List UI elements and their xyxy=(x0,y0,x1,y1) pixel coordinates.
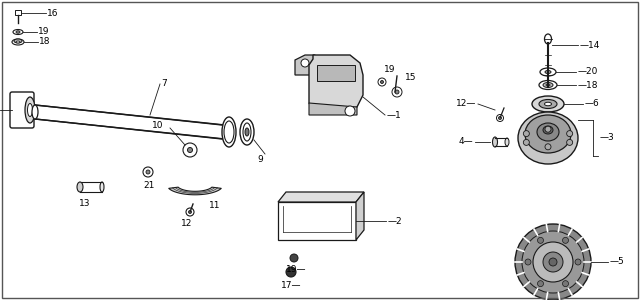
Ellipse shape xyxy=(13,29,23,34)
Polygon shape xyxy=(169,187,221,195)
Text: —14: —14 xyxy=(580,40,600,50)
Ellipse shape xyxy=(77,182,83,192)
Ellipse shape xyxy=(518,112,578,164)
Ellipse shape xyxy=(28,103,33,116)
Circle shape xyxy=(189,211,191,214)
Ellipse shape xyxy=(543,82,553,88)
Text: 17—: 17— xyxy=(281,280,301,290)
Text: 11: 11 xyxy=(209,200,221,209)
Circle shape xyxy=(543,252,563,272)
Ellipse shape xyxy=(222,117,236,147)
Circle shape xyxy=(143,167,153,177)
Circle shape xyxy=(392,87,402,97)
Text: 19: 19 xyxy=(384,65,396,74)
Ellipse shape xyxy=(543,126,553,134)
Ellipse shape xyxy=(16,41,20,43)
FancyBboxPatch shape xyxy=(10,92,34,128)
Circle shape xyxy=(545,126,551,132)
Text: 19: 19 xyxy=(38,28,49,37)
Ellipse shape xyxy=(25,97,35,123)
Ellipse shape xyxy=(100,182,104,192)
Text: —1: —1 xyxy=(387,110,402,119)
Circle shape xyxy=(525,259,531,265)
Circle shape xyxy=(545,144,551,150)
Text: 12—: 12— xyxy=(456,100,476,109)
Circle shape xyxy=(345,106,355,116)
Text: —2: —2 xyxy=(388,217,403,226)
Circle shape xyxy=(566,140,573,146)
Polygon shape xyxy=(309,55,363,111)
Text: —20: —20 xyxy=(578,68,598,76)
Text: —3: —3 xyxy=(600,134,615,142)
Ellipse shape xyxy=(240,119,254,145)
Text: 21: 21 xyxy=(143,181,155,190)
Text: 9: 9 xyxy=(257,155,263,164)
Circle shape xyxy=(566,130,573,136)
Circle shape xyxy=(290,254,298,262)
Polygon shape xyxy=(317,65,355,81)
Polygon shape xyxy=(309,103,357,115)
Ellipse shape xyxy=(545,34,552,44)
Circle shape xyxy=(538,281,543,287)
Circle shape xyxy=(549,258,557,266)
Text: 19—: 19— xyxy=(286,266,307,274)
Circle shape xyxy=(524,140,529,146)
Bar xyxy=(278,202,356,240)
Polygon shape xyxy=(295,55,315,75)
Ellipse shape xyxy=(540,68,556,76)
Text: 7: 7 xyxy=(161,80,167,88)
Circle shape xyxy=(183,143,197,157)
Circle shape xyxy=(563,237,568,243)
Ellipse shape xyxy=(539,80,557,89)
Text: 13: 13 xyxy=(79,199,91,208)
Ellipse shape xyxy=(243,123,251,141)
Ellipse shape xyxy=(505,138,509,146)
Circle shape xyxy=(522,231,584,293)
Ellipse shape xyxy=(245,128,249,136)
Ellipse shape xyxy=(545,70,551,74)
Circle shape xyxy=(146,170,150,174)
Circle shape xyxy=(378,78,386,86)
Ellipse shape xyxy=(545,102,552,106)
Ellipse shape xyxy=(16,31,20,33)
Ellipse shape xyxy=(546,84,550,86)
Circle shape xyxy=(188,148,193,152)
Circle shape xyxy=(538,237,543,243)
Text: 4—: 4— xyxy=(458,137,473,146)
Text: 18: 18 xyxy=(39,38,51,46)
Ellipse shape xyxy=(532,96,564,112)
Ellipse shape xyxy=(32,105,38,119)
Ellipse shape xyxy=(12,39,24,45)
Ellipse shape xyxy=(493,137,497,147)
Text: —18: —18 xyxy=(578,80,598,89)
Circle shape xyxy=(186,208,194,216)
Text: 16: 16 xyxy=(47,8,58,17)
Circle shape xyxy=(499,116,502,119)
Circle shape xyxy=(497,115,504,122)
Text: —5: —5 xyxy=(610,257,625,266)
Ellipse shape xyxy=(539,100,557,109)
Circle shape xyxy=(575,259,581,265)
Bar xyxy=(15,10,21,15)
Circle shape xyxy=(395,90,399,94)
Polygon shape xyxy=(278,192,364,202)
Text: 10: 10 xyxy=(152,122,163,130)
Polygon shape xyxy=(356,192,364,240)
Circle shape xyxy=(533,242,573,282)
Text: —6: —6 xyxy=(585,100,600,109)
Circle shape xyxy=(286,267,296,277)
Circle shape xyxy=(301,59,309,67)
Text: 12: 12 xyxy=(181,220,193,229)
Ellipse shape xyxy=(537,123,559,141)
Ellipse shape xyxy=(224,121,234,143)
Circle shape xyxy=(381,80,383,83)
Circle shape xyxy=(515,224,591,300)
Circle shape xyxy=(524,130,529,136)
Text: 15: 15 xyxy=(405,74,417,82)
Circle shape xyxy=(563,281,568,287)
Ellipse shape xyxy=(525,115,571,153)
Ellipse shape xyxy=(14,39,22,43)
